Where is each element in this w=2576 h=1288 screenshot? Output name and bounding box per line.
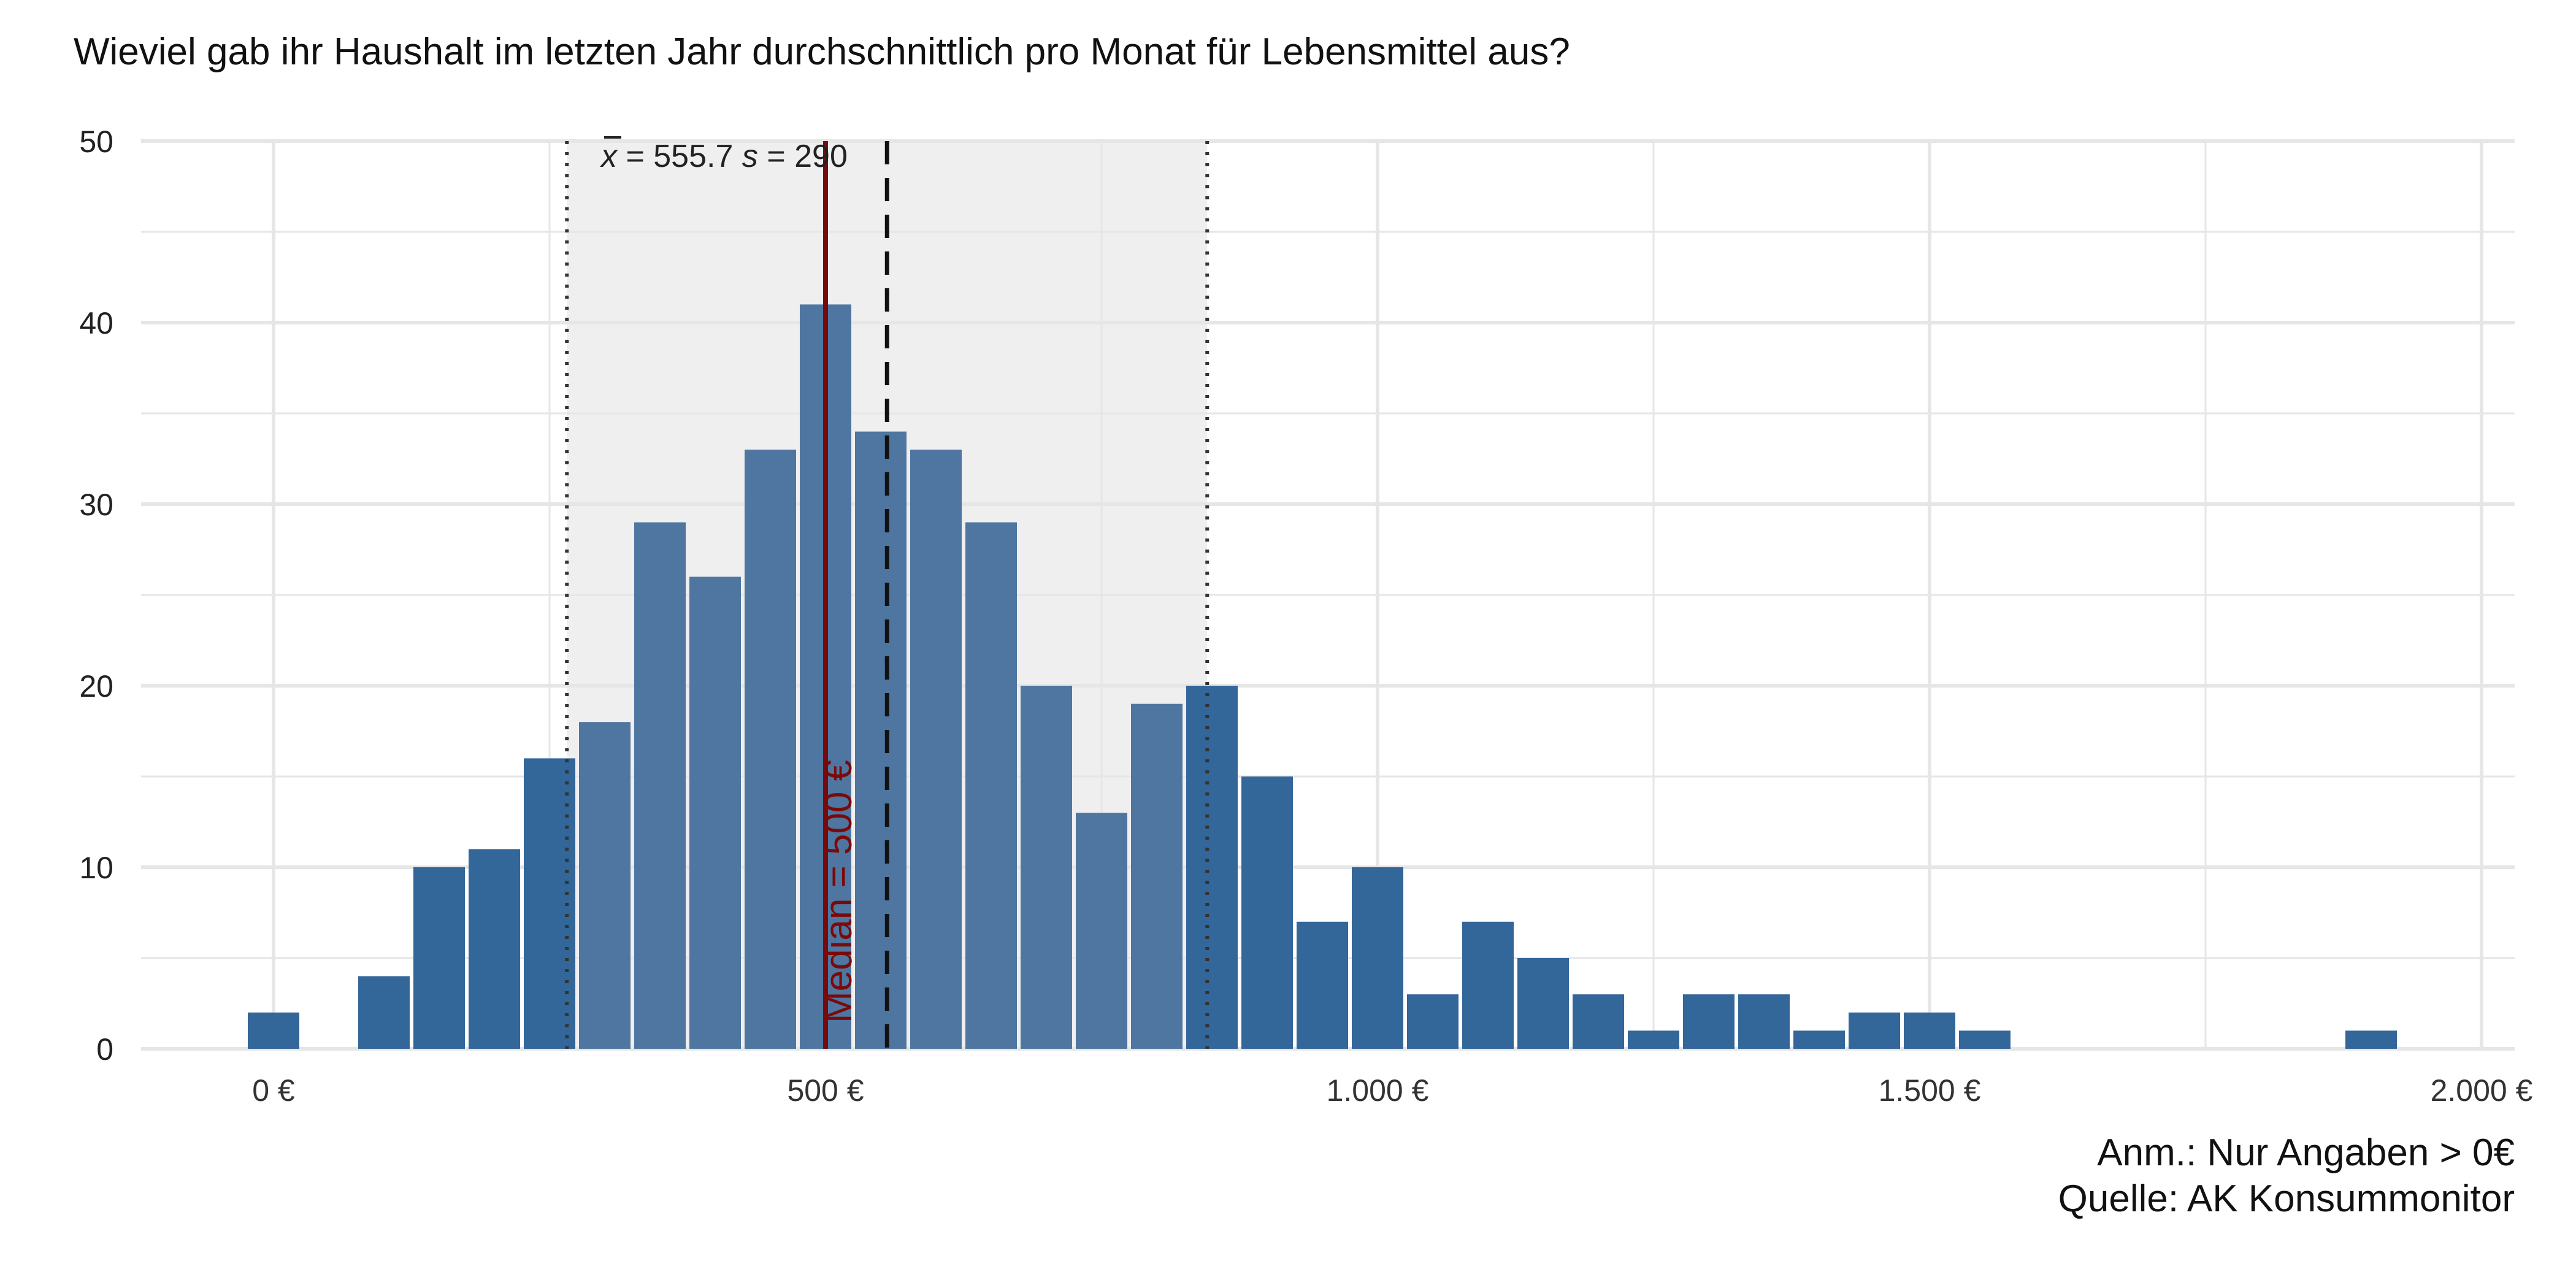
histogram-bar (1297, 921, 1348, 1049)
histogram-bar (745, 450, 796, 1049)
x-tick-label: 0 € (252, 1073, 295, 1108)
histogram-bar (413, 867, 465, 1049)
histogram-bar (1076, 813, 1127, 1049)
plot-area: Median = 500 € x = 555.7 s = 290 0 € 500 € 1… (79, 125, 2532, 1108)
histogram-bar (1904, 1012, 1955, 1049)
y-tick-label: 0 (96, 1032, 113, 1067)
histogram-bar (1517, 958, 1569, 1049)
histogram-bar (469, 849, 520, 1049)
histogram-bar (1021, 686, 1072, 1049)
y-tick-label: 20 (79, 669, 113, 703)
histogram-bar (1793, 1030, 1845, 1049)
chart-title: Wieviel gab ihr Haushalt im letzten Jahr… (74, 31, 1570, 73)
caption-note: Anm.: Nur Angaben > 0€ (2097, 1132, 2515, 1174)
x-tick-label: 1.000 € (1327, 1073, 1429, 1108)
histogram-bar (634, 522, 686, 1049)
histogram-bar (689, 577, 741, 1049)
histogram-bar (910, 450, 962, 1049)
histogram-bar (965, 522, 1017, 1049)
histogram-bar (855, 431, 907, 1049)
y-tick-label: 10 (79, 851, 113, 885)
histogram-bar (1573, 994, 1624, 1049)
histogram-bar (1186, 686, 1238, 1049)
histogram-bar (1959, 1030, 2011, 1049)
y-tick-label: 40 (79, 306, 113, 340)
x-tick-label: 500 € (787, 1073, 864, 1108)
histogram-bar (1241, 776, 1293, 1049)
histogram-bar (1131, 703, 1183, 1049)
histogram-bar (1407, 994, 1459, 1049)
stats-label: x = 555.7 s = 290 (599, 139, 848, 174)
histogram-bar (1849, 1012, 1900, 1049)
y-tick-label: 50 (79, 125, 113, 159)
x-tick-label: 1.500 € (1879, 1073, 1981, 1108)
histogram-bar (1683, 994, 1735, 1049)
x-tick-label: 2.000 € (2431, 1073, 2533, 1108)
y-tick-label: 30 (79, 488, 113, 522)
median-label: Median = 500 € (818, 760, 860, 1023)
histogram-bar (248, 1012, 299, 1049)
histogram-bar (1462, 921, 1514, 1049)
histogram-bar (2345, 1030, 2397, 1049)
histogram-bar (358, 976, 410, 1049)
histogram-bar (1738, 994, 1790, 1049)
caption-source: Quelle: AK Konsummonitor (2058, 1178, 2515, 1220)
histogram-bar (1628, 1030, 1679, 1049)
histogram-bar (1352, 867, 1403, 1049)
histogram-bar (579, 722, 631, 1049)
